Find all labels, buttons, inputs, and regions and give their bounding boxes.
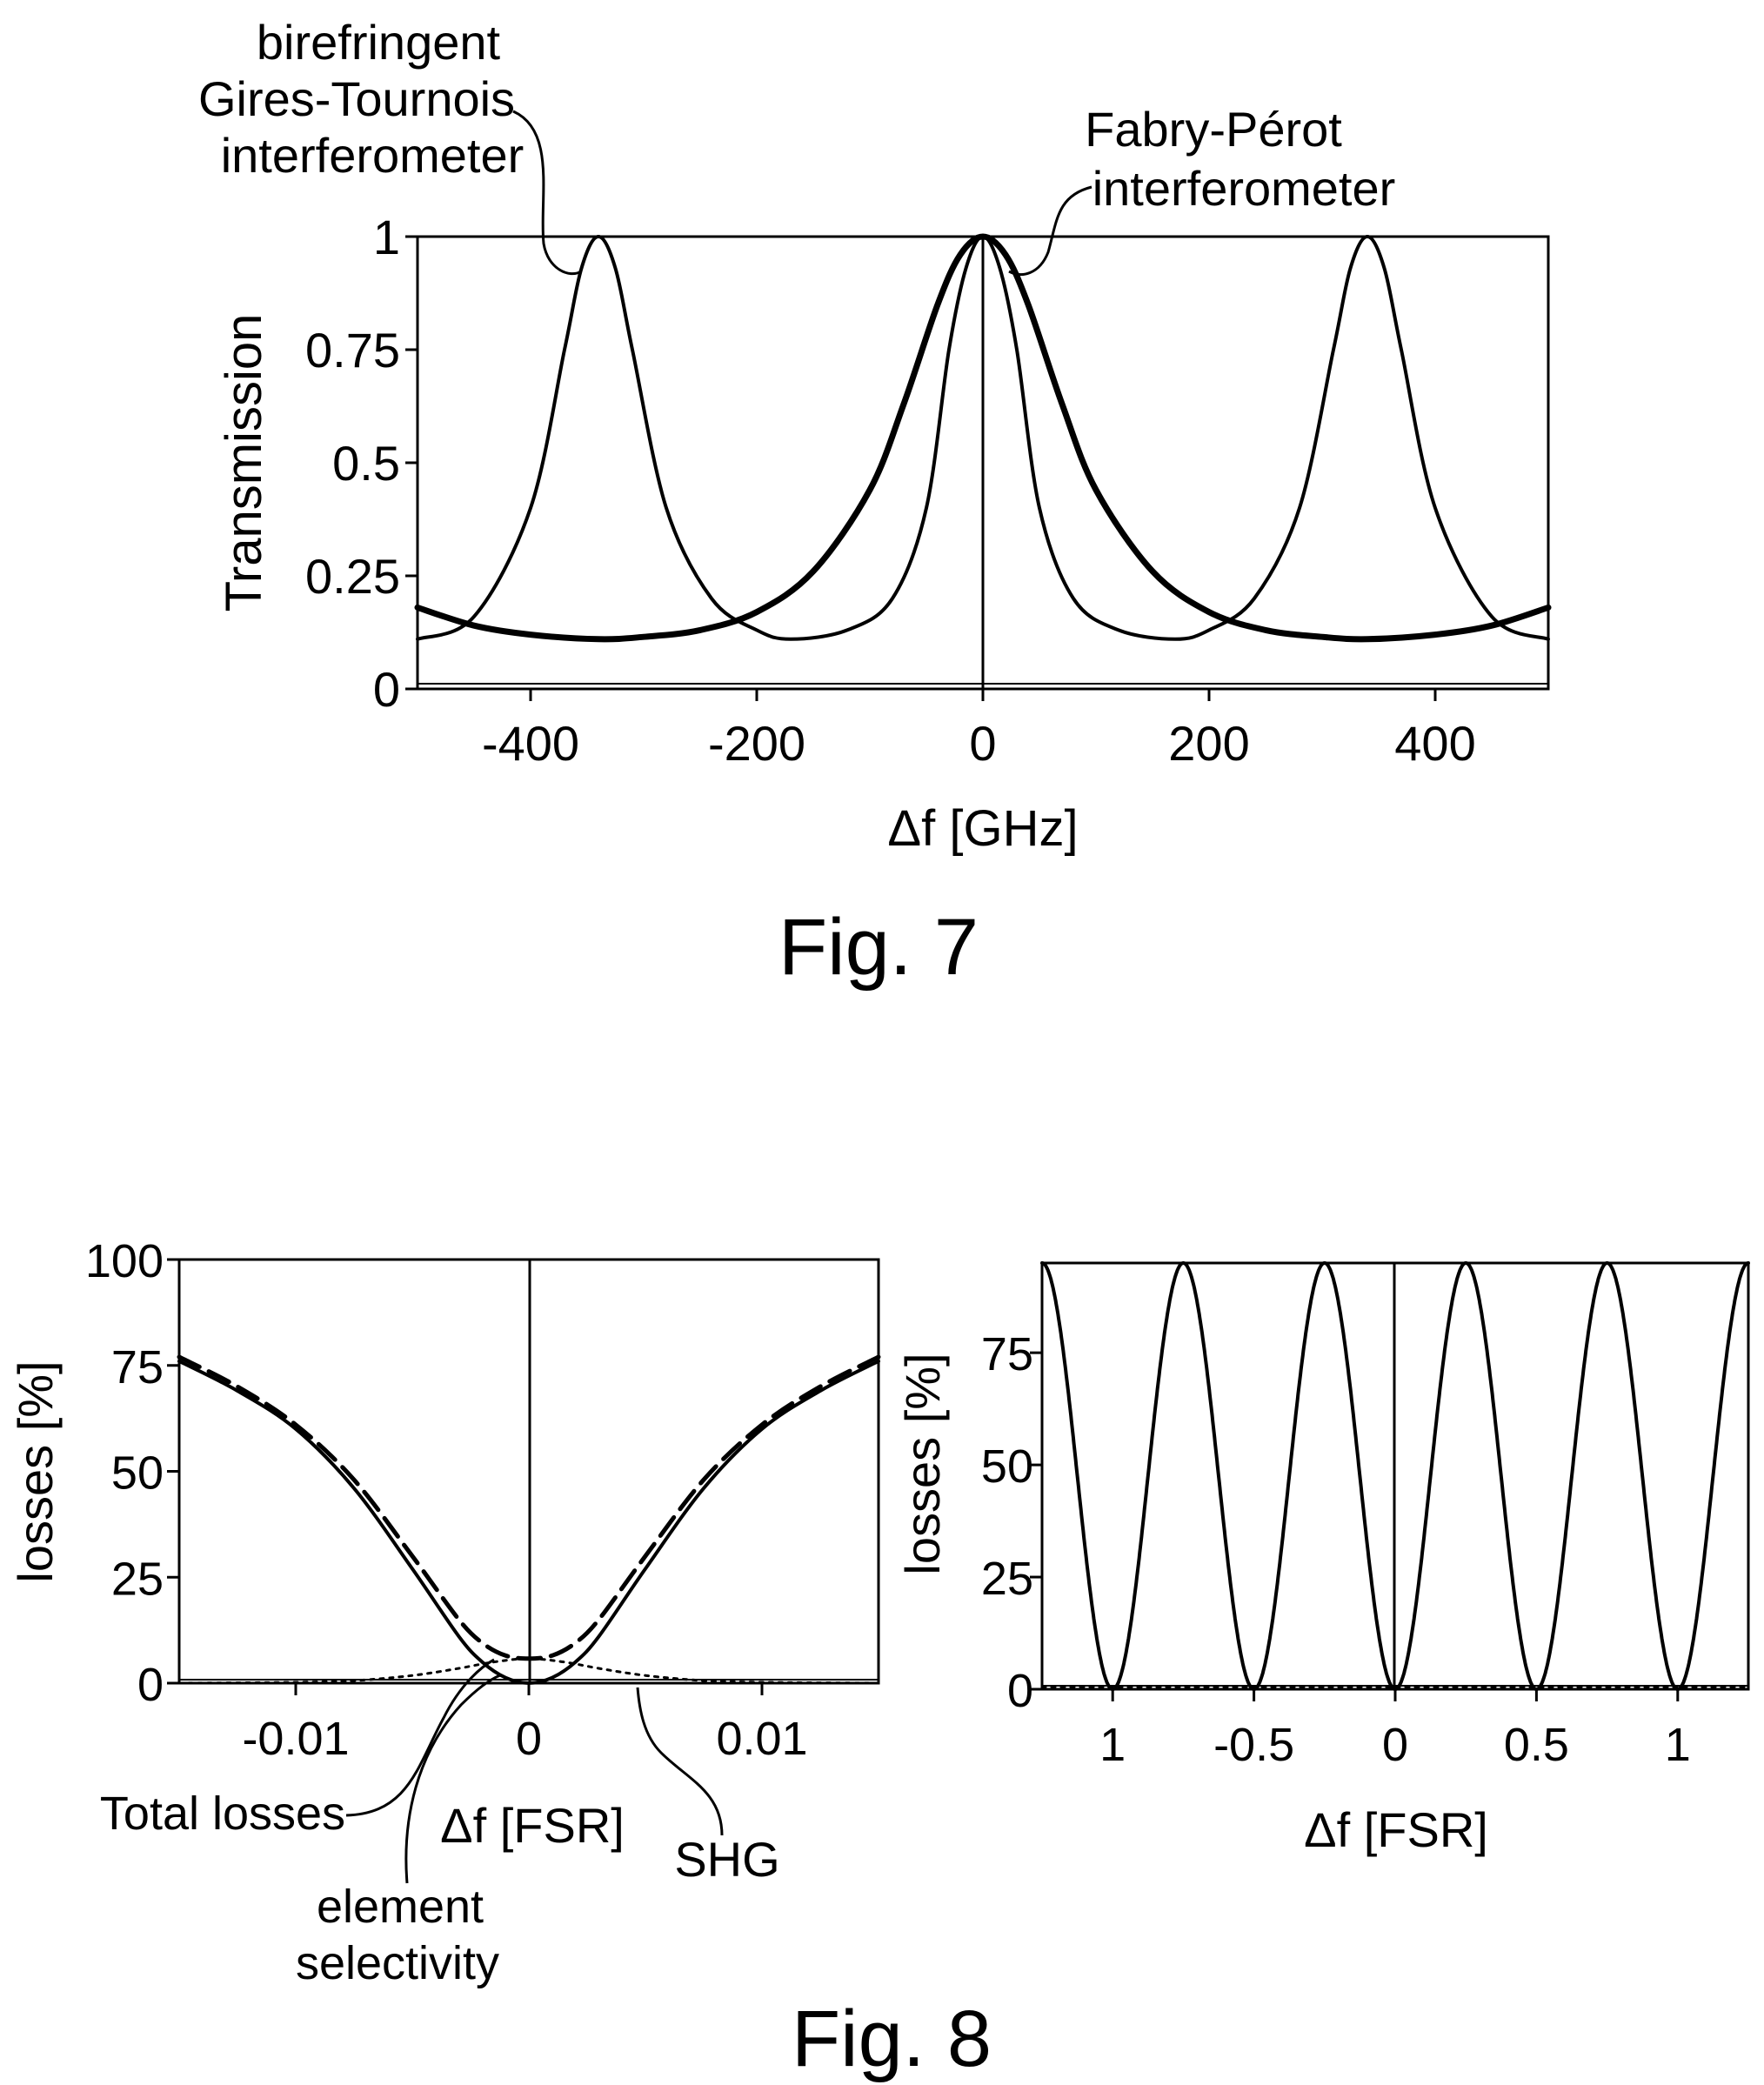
element-selectivity-leader — [404, 1674, 501, 1884]
fig8-left-xtick-label-1: 0 — [516, 1713, 542, 1765]
fig7-xtick-label-2: 0 — [969, 716, 996, 771]
element-selectivity-line-2: selectivity — [296, 1937, 499, 1989]
fig7-ytick-label-2: 0.5 — [332, 436, 400, 491]
fig8-right-chart: 1 -0.5 0 0.5 1 0 25 50 75 losses [%] Δf [FSR] — [895, 1261, 1750, 1857]
fig8-left-series-2 — [177, 1657, 880, 1685]
fig8-left-ytick-label-3: 75 — [111, 1341, 164, 1393]
fig8-right-xtick-label-1: -0.5 — [1213, 1719, 1294, 1771]
gti-label-line-1: birefringent — [257, 15, 501, 70]
fig7-xtick-label-1: -200 — [708, 716, 805, 771]
shg-leader — [636, 1687, 724, 1836]
fig7-series-group — [414, 233, 1552, 643]
fig8-left-ticks-group: -0.01 0 0.01 0 25 50 75 100 — [85, 1235, 808, 1765]
fig8-left-ylabel: losses [%] — [8, 1360, 63, 1582]
fig8-right-ytick-label-2: 50 — [981, 1440, 1033, 1493]
fig8-left-xtick-label-0: -0.01 — [242, 1713, 349, 1765]
total-losses-label: Total losses — [100, 1788, 345, 1840]
fig8-left-ytick-label-4: 100 — [85, 1235, 164, 1287]
fig8-left-chart: -0.01 0 0.01 0 25 50 75 100 losses [%] Δf [FSR]… — [8, 1235, 992, 2083]
fig7-xlabel: Δf [GHz] — [887, 800, 1078, 857]
fig8-right-xtick-label-0: 1 — [1099, 1719, 1126, 1771]
fig7-ytick-label-3: 0.75 — [305, 323, 400, 378]
fig7-xtick-label-4: 400 — [1394, 716, 1475, 771]
fpi-label-line-2: interferometer — [1092, 161, 1396, 216]
fig7-xtick-label-0: -400 — [482, 716, 579, 771]
gti-label-line-2: Gires-Tournois — [198, 71, 515, 126]
gti-label-line-3: interferometer — [221, 128, 525, 183]
fig8-right-ytick-label-1: 25 — [981, 1553, 1033, 1605]
fpi-label-line-1: Fabry-Pérot — [1085, 102, 1342, 157]
fig8-caption: Fig. 8 — [792, 1995, 992, 2083]
fig7-ticks-group: -400 -200 0 200 400 0 0.25 0.5 0.75 1 — [305, 210, 1476, 771]
gti-label-leader — [512, 110, 582, 276]
total-losses-leader — [345, 1658, 495, 1817]
fig8-left-ytick-label-0: 0 — [137, 1659, 164, 1711]
fig7-ytick-label-4: 1 — [373, 210, 400, 264]
fig7-caption: Fig. 7 — [778, 903, 979, 992]
fig8-right-xlabel: Δf [FSR] — [1304, 1802, 1488, 1857]
fig7-xtick-label-3: 200 — [1168, 716, 1249, 771]
fpi-label-leader — [1008, 185, 1092, 276]
fig8-right-xtick-label-3: 0.5 — [1504, 1719, 1569, 1771]
fig7-ylabel: Transmission — [216, 314, 272, 612]
fig8-left-xlabel: Δf [FSR] — [440, 1798, 625, 1853]
fig8-left-ytick-label-2: 50 — [111, 1447, 164, 1500]
fig8-right-ylabel: losses [%] — [895, 1353, 950, 1574]
fig8-right-ytick-label-3: 75 — [981, 1328, 1033, 1380]
fig8-right-ticks-group: 1 -0.5 0 0.5 1 0 25 50 75 — [981, 1328, 1691, 1771]
element-selectivity-line-1: element — [317, 1881, 484, 1933]
fig7-ytick-label-0: 0 — [373, 662, 400, 717]
fig8-left-ytick-label-1: 25 — [111, 1553, 164, 1605]
fig7-ytick-label-1: 0.25 — [305, 549, 400, 604]
fig7-chart: -400 -200 0 200 400 0 0.25 0.5 0.75 1 Transmissio… — [198, 15, 1552, 992]
fig7-series-1 — [414, 233, 1552, 643]
shg-label: SHG — [674, 1832, 779, 1887]
fig8-right-xtick-label-4: 1 — [1665, 1719, 1691, 1771]
fig8-right-xtick-label-2: 0 — [1382, 1719, 1408, 1771]
fig8-left-xtick-label-2: 0.01 — [716, 1713, 807, 1765]
fig8-left-series-0 — [177, 1354, 881, 1661]
fig8-right-ytick-label-0: 0 — [1007, 1665, 1033, 1717]
